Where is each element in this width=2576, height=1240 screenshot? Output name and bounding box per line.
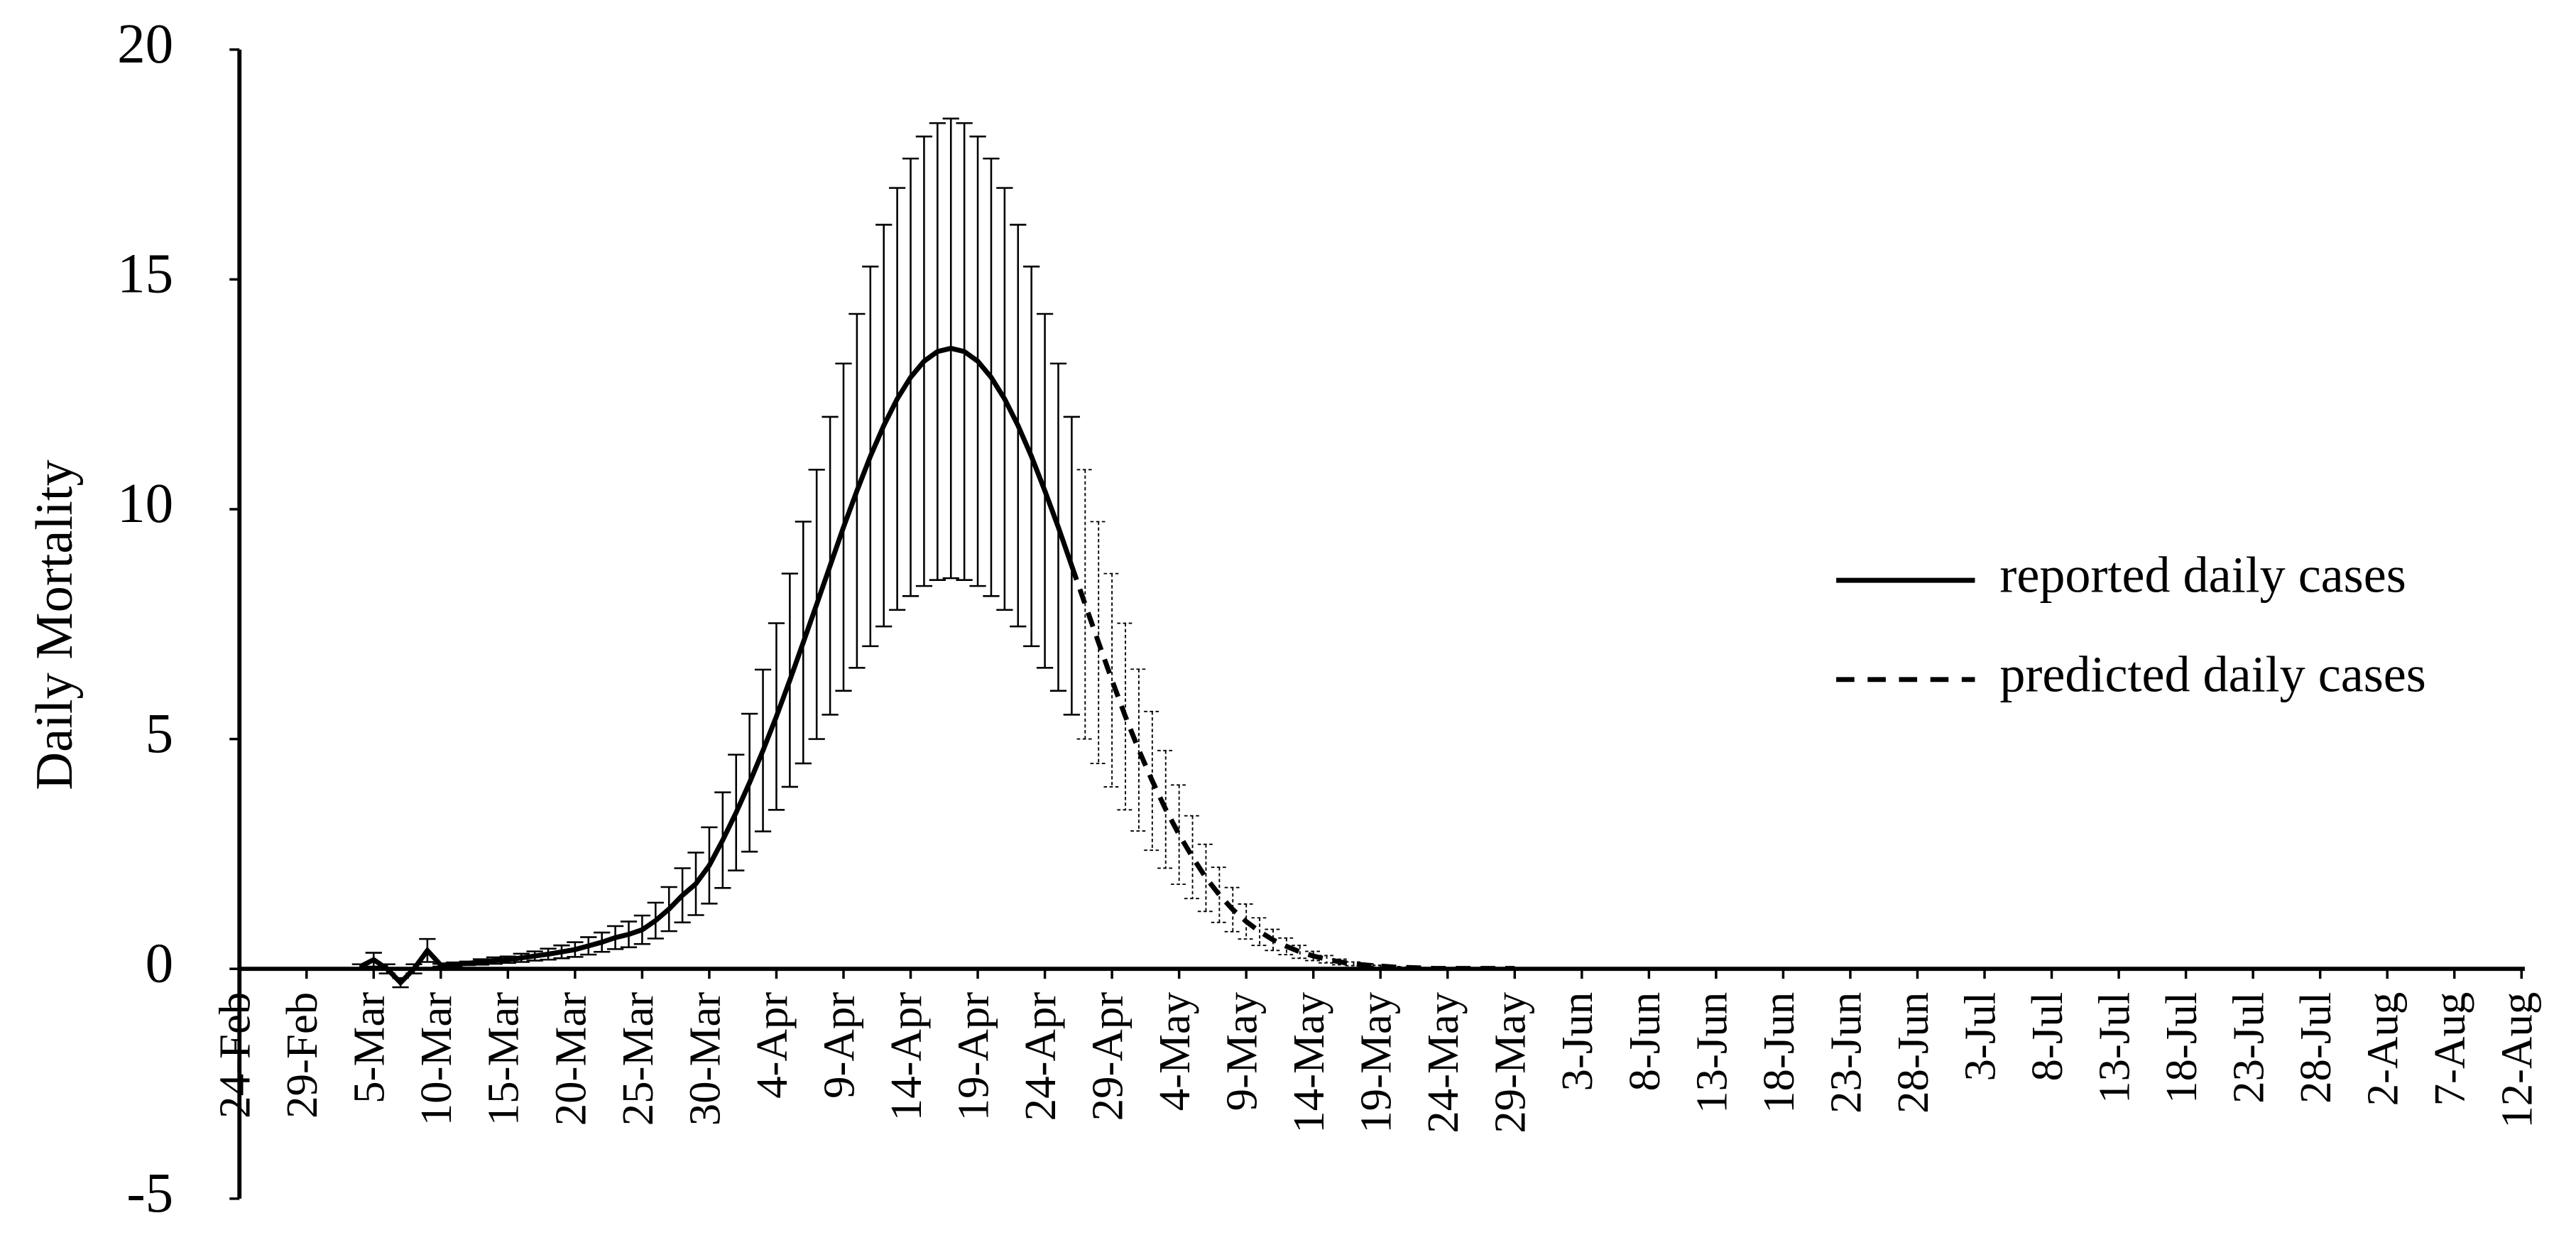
error-bar <box>1305 950 1322 962</box>
error-bar <box>1265 928 1282 952</box>
x-tick-label: 29-Apr <box>1083 992 1133 1121</box>
x-tick-label: 8-Jun <box>1620 992 1669 1092</box>
error-bar <box>1224 886 1241 932</box>
x-tick-label: 9-Apr <box>814 992 863 1099</box>
x-tick-label: 14-Apr <box>881 992 931 1121</box>
x-tick-label: 20-Mar <box>545 992 595 1126</box>
x-tick-label: 15-Mar <box>479 992 528 1126</box>
x-tick-label: 10-Mar <box>411 992 461 1126</box>
x-tick-label: 3-Jul <box>1955 992 2004 1082</box>
x-tick-label: 2-Aug <box>2358 992 2408 1106</box>
x-tick-label: 4-Apr <box>747 992 797 1099</box>
x-tick-label: 23-Jul <box>2224 992 2274 1104</box>
x-tick-label: 24-Apr <box>1015 992 1065 1121</box>
error-bar <box>1076 469 1093 740</box>
x-tick-label: 24-Feb <box>210 992 260 1119</box>
error-bar <box>1184 815 1201 900</box>
x-tick-label: 14-May <box>1284 991 1333 1133</box>
x-tick-label: 9-May <box>1217 991 1267 1111</box>
y-tick-label: 15 <box>117 244 173 305</box>
y-tick-label: 20 <box>117 13 173 75</box>
x-tick-label: 3-Jun <box>1552 992 1602 1092</box>
series-line <box>359 345 1074 986</box>
legend-label: reported daily cases <box>1999 547 2406 604</box>
x-tick-label: 29-May <box>1485 991 1535 1133</box>
x-tick-label: 25-Mar <box>613 992 662 1126</box>
x-tick-label: 29-Feb <box>277 992 327 1119</box>
y-tick-label: 5 <box>146 703 174 765</box>
x-tick-label: 19-May <box>1351 991 1401 1133</box>
x-tick-label: 12-Aug <box>2492 992 2542 1128</box>
y-tick-label: 0 <box>146 932 174 994</box>
x-tick-label: 28-Jul <box>2291 992 2340 1104</box>
x-tick-label: 4-May <box>1150 991 1199 1111</box>
error-bar <box>1292 945 1309 959</box>
legend-label: predicted daily cases <box>1999 646 2425 702</box>
error-bar <box>1144 710 1161 852</box>
x-tick-label: 7-Aug <box>2425 992 2474 1106</box>
error-bar <box>1130 668 1147 832</box>
error-bar <box>1103 572 1120 788</box>
y-axis-label: Daily Mortality <box>26 459 84 790</box>
x-tick-label: 18-Jun <box>1754 992 1803 1114</box>
error-bar <box>1090 521 1107 764</box>
x-tick-label: 13-Jul <box>2090 992 2139 1104</box>
y-tick-label: -5 <box>126 1163 173 1224</box>
x-tick-label: 8-Jul <box>2022 992 2072 1082</box>
x-tick-label: 24-May <box>1418 991 1468 1133</box>
x-tick-label: 18-Jul <box>2156 992 2206 1104</box>
error-bar <box>1211 866 1228 923</box>
x-tick-label: 28-Jun <box>1888 992 1938 1114</box>
x-tick-label: 5-Mar <box>344 992 394 1104</box>
y-tick-label: 10 <box>117 473 173 535</box>
error-bar <box>1171 784 1188 886</box>
error-bar <box>1063 416 1081 716</box>
x-tick-label: 30-Mar <box>680 992 729 1126</box>
error-bar <box>1197 843 1215 913</box>
x-tick-label: 13-Jun <box>1686 992 1736 1114</box>
error-bar <box>1251 917 1268 947</box>
x-tick-label: 23-Jun <box>1821 992 1870 1114</box>
series-line <box>1069 565 1515 972</box>
x-tick-label: 19-Apr <box>948 992 998 1121</box>
